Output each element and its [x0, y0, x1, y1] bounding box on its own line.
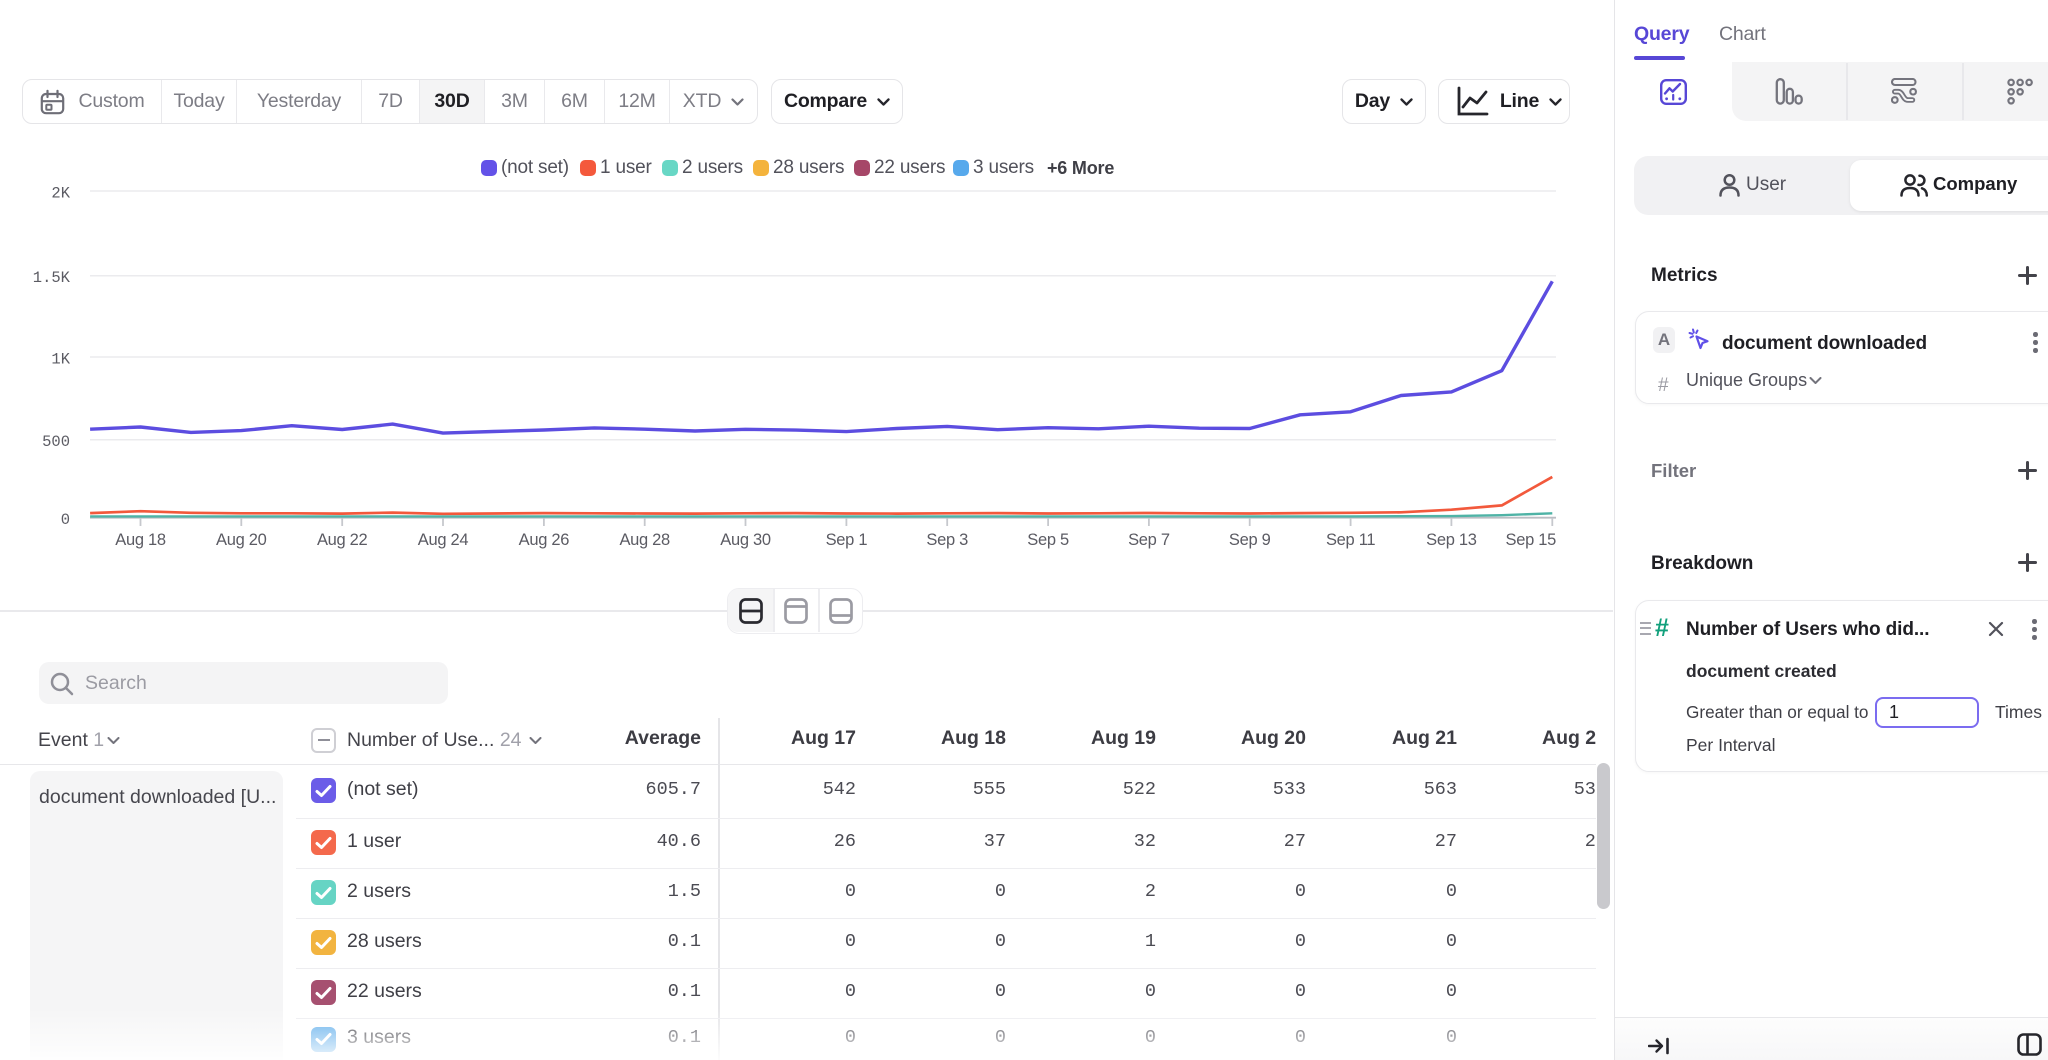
svg-text:Sep 7: Sep 7 — [1128, 531, 1170, 549]
svg-text:Aug 24: Aug 24 — [418, 531, 469, 549]
svg-text:Sep 9: Sep 9 — [1229, 531, 1271, 549]
svg-text:Aug 26: Aug 26 — [519, 531, 570, 549]
svg-text:1.5K: 1.5K — [33, 269, 71, 287]
svg-text:Sep 3: Sep 3 — [926, 531, 968, 549]
svg-text:Sep 5: Sep 5 — [1027, 531, 1069, 549]
svg-text:Sep 1: Sep 1 — [826, 531, 868, 549]
svg-text:Sep 13: Sep 13 — [1426, 531, 1477, 549]
svg-text:Aug 20: Aug 20 — [216, 531, 267, 549]
svg-text:Sep 15: Sep 15 — [1506, 531, 1557, 549]
svg-text:Aug 30: Aug 30 — [720, 531, 771, 549]
svg-text:2K: 2K — [51, 185, 70, 203]
svg-text:500: 500 — [42, 433, 70, 451]
svg-text:0: 0 — [61, 511, 70, 529]
svg-text:1K: 1K — [51, 351, 70, 369]
svg-text:Sep 11: Sep 11 — [1326, 531, 1375, 549]
svg-text:Aug 28: Aug 28 — [619, 531, 670, 549]
svg-text:Aug 22: Aug 22 — [317, 531, 368, 549]
svg-text:Aug 18: Aug 18 — [115, 531, 166, 549]
